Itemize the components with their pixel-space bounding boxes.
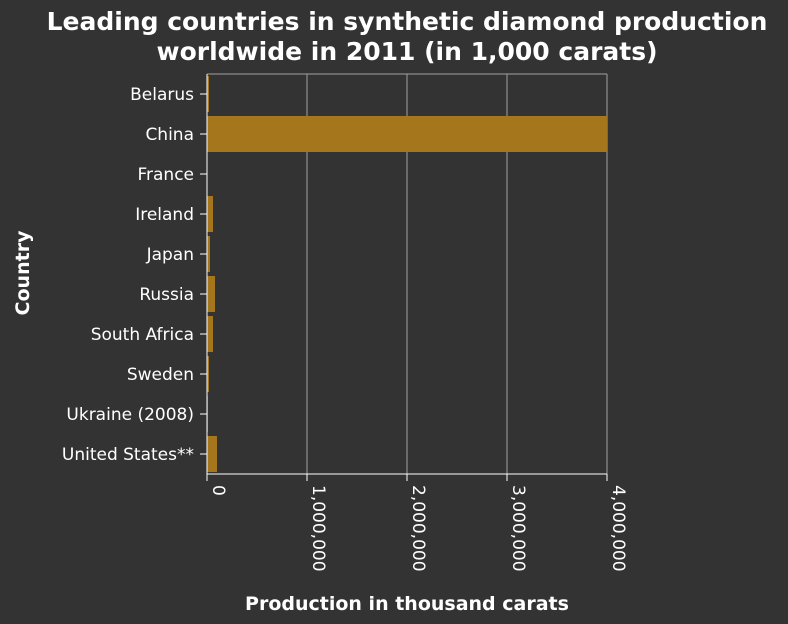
bar — [207, 356, 209, 392]
y-tick-label: Russia — [139, 285, 194, 305]
y-axis: Belarus China France Ireland Japan Russia Sout… — [62, 74, 208, 474]
chart-title-line-1: Leading countries in synthetic diamond p… — [47, 7, 768, 36]
x-tick-label: 0 — [208, 485, 228, 496]
x-tick-label: 3,000,000 — [508, 485, 528, 572]
x-axis: 0 1,000,000 2,000,000 3,000,000 4,000,000 — [206, 473, 628, 572]
y-tick-label: Ukraine (2008) — [66, 405, 194, 425]
x-axis-title: Production in thousand carats — [245, 593, 569, 615]
y-tick-label: South Africa — [91, 325, 194, 345]
x-tick-label: 1,000,000 — [308, 485, 328, 572]
bar — [207, 316, 213, 352]
y-tick-label: Japan — [146, 245, 194, 265]
x-tick-label: 2,000,000 — [408, 485, 428, 572]
bar — [207, 436, 217, 472]
y-tick-label: Ireland — [135, 205, 194, 225]
bar — [207, 116, 607, 152]
y-axis-title: Country — [12, 230, 34, 316]
bar — [207, 236, 210, 272]
chart-title-line-2: worldwide in 2011 (in 1,000 carats) — [156, 37, 657, 66]
bar — [207, 76, 209, 112]
y-tick-label: United States** — [62, 445, 194, 465]
bar — [207, 276, 215, 312]
y-tick-label: Belarus — [130, 85, 194, 105]
y-tick-label: China — [145, 125, 194, 145]
bars — [207, 76, 607, 472]
bar — [207, 196, 213, 232]
x-tick-label: 4,000,000 — [608, 485, 628, 572]
y-tick-label: Sweden — [127, 365, 194, 385]
y-tick-label: France — [137, 165, 194, 185]
